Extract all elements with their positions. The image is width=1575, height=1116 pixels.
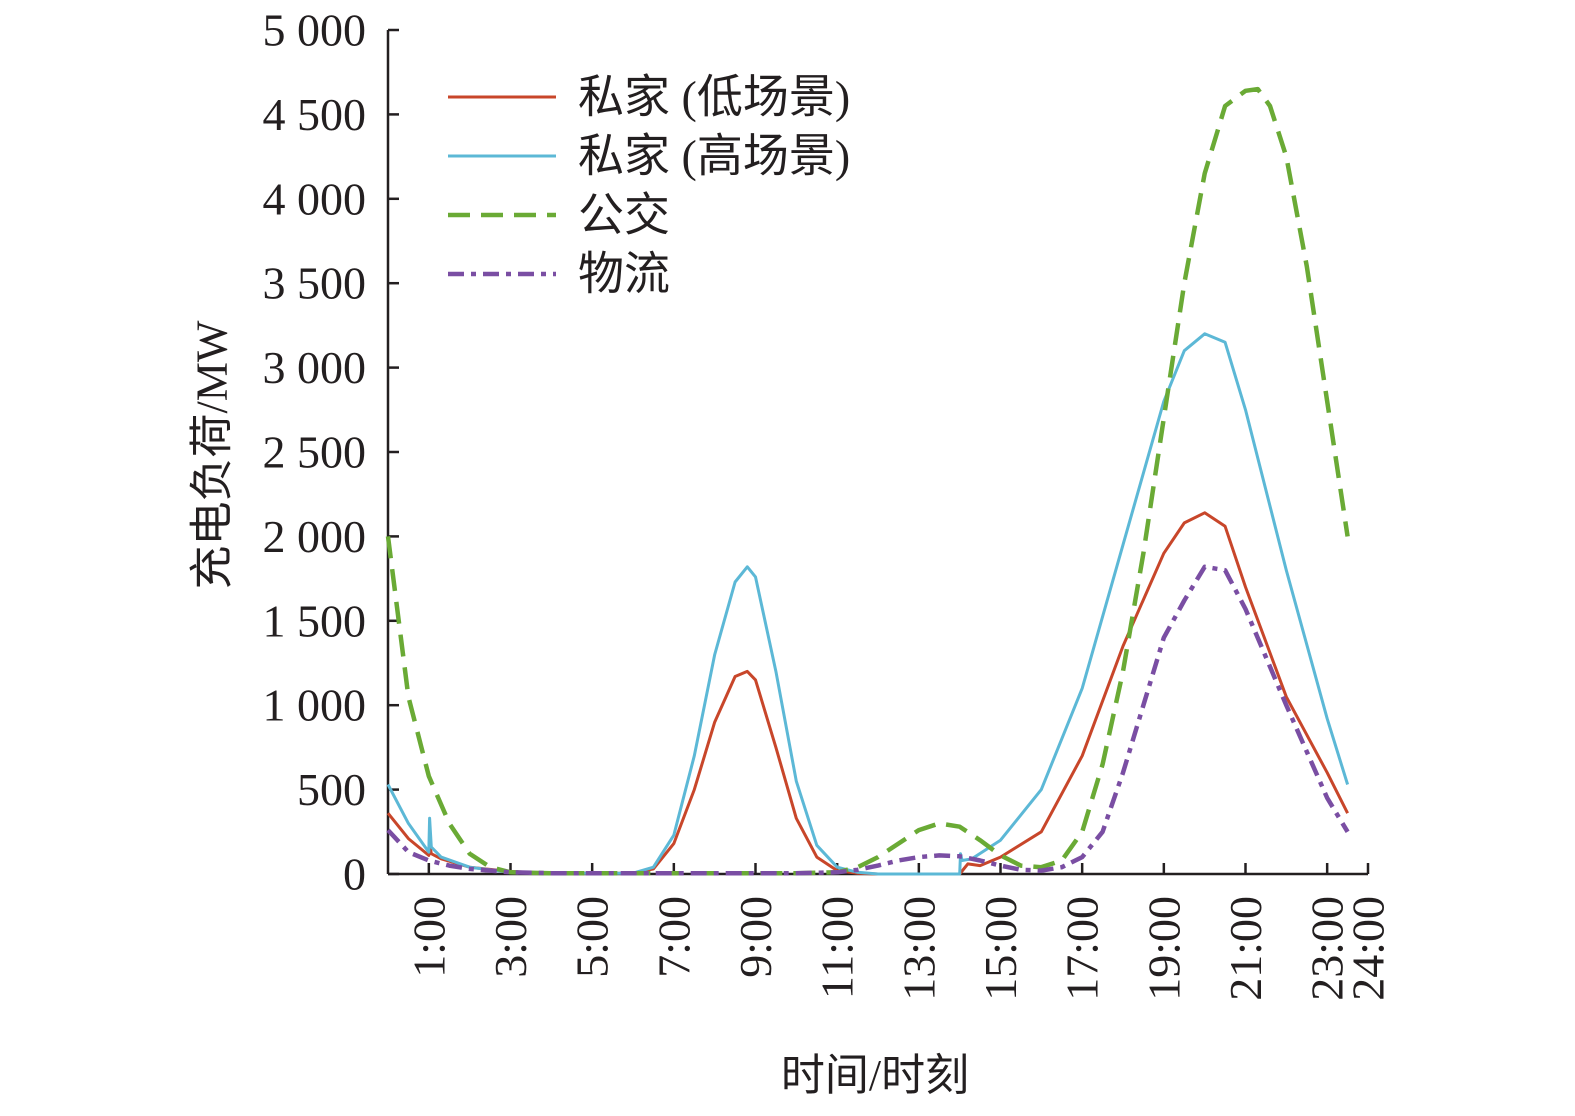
series-line-3 xyxy=(385,86,1350,876)
y-tick-label: 0 xyxy=(343,849,366,900)
y-tick-label: 1 500 xyxy=(263,595,367,646)
y-axis-title: 充电负荷/MW xyxy=(188,320,237,589)
x-tick-label: 23:00 xyxy=(1302,896,1353,1001)
y-tick-label: 3 500 xyxy=(263,258,367,309)
y-tick-label: 1 000 xyxy=(263,680,367,731)
y-tick-label: 500 xyxy=(297,764,366,815)
x-tick-label: 17:00 xyxy=(1057,896,1108,1001)
series-line-2 xyxy=(386,332,1350,876)
x-tick-label: 24:00 xyxy=(1343,896,1394,1001)
y-tick-label: 4 500 xyxy=(263,89,367,140)
x-tick-label: 5:00 xyxy=(567,896,618,978)
legend-label-2: 私家 (高场景) xyxy=(578,131,850,182)
legend-label-1: 私家 (低场景) xyxy=(578,72,850,123)
y-tick-label: 4 000 xyxy=(263,173,367,224)
axes: 0 500 1 000 1 500 2 000 2 500 3 000 3 500 4 000 4… xyxy=(263,5,1394,1001)
x-tick-label: 3:00 xyxy=(485,896,536,978)
legend-label-4: 物流 xyxy=(578,249,670,300)
y-tick-label: 2 500 xyxy=(263,427,367,478)
series-line-4 xyxy=(386,564,1350,876)
x-tick-label: 19:00 xyxy=(1138,896,1189,1001)
x-tick-label: 9:00 xyxy=(730,896,781,978)
series-layer xyxy=(385,86,1350,876)
x-tick-label: 1:00 xyxy=(403,896,454,978)
y-tick-label: 2 000 xyxy=(263,511,367,562)
x-tick-label: 15:00 xyxy=(975,896,1026,1001)
x-tick-label: 11:00 xyxy=(812,896,863,999)
x-tick-label: 7:00 xyxy=(648,896,699,978)
x-tick-label: 13:00 xyxy=(893,896,944,1001)
x-axis-title: 时间/时刻 xyxy=(781,1051,969,1100)
legend-label-3: 公交 xyxy=(578,190,670,241)
x-tick-label: 21:00 xyxy=(1220,896,1271,1001)
y-tick-label: 3 000 xyxy=(263,342,367,393)
y-tick-label: 5 000 xyxy=(263,5,367,56)
